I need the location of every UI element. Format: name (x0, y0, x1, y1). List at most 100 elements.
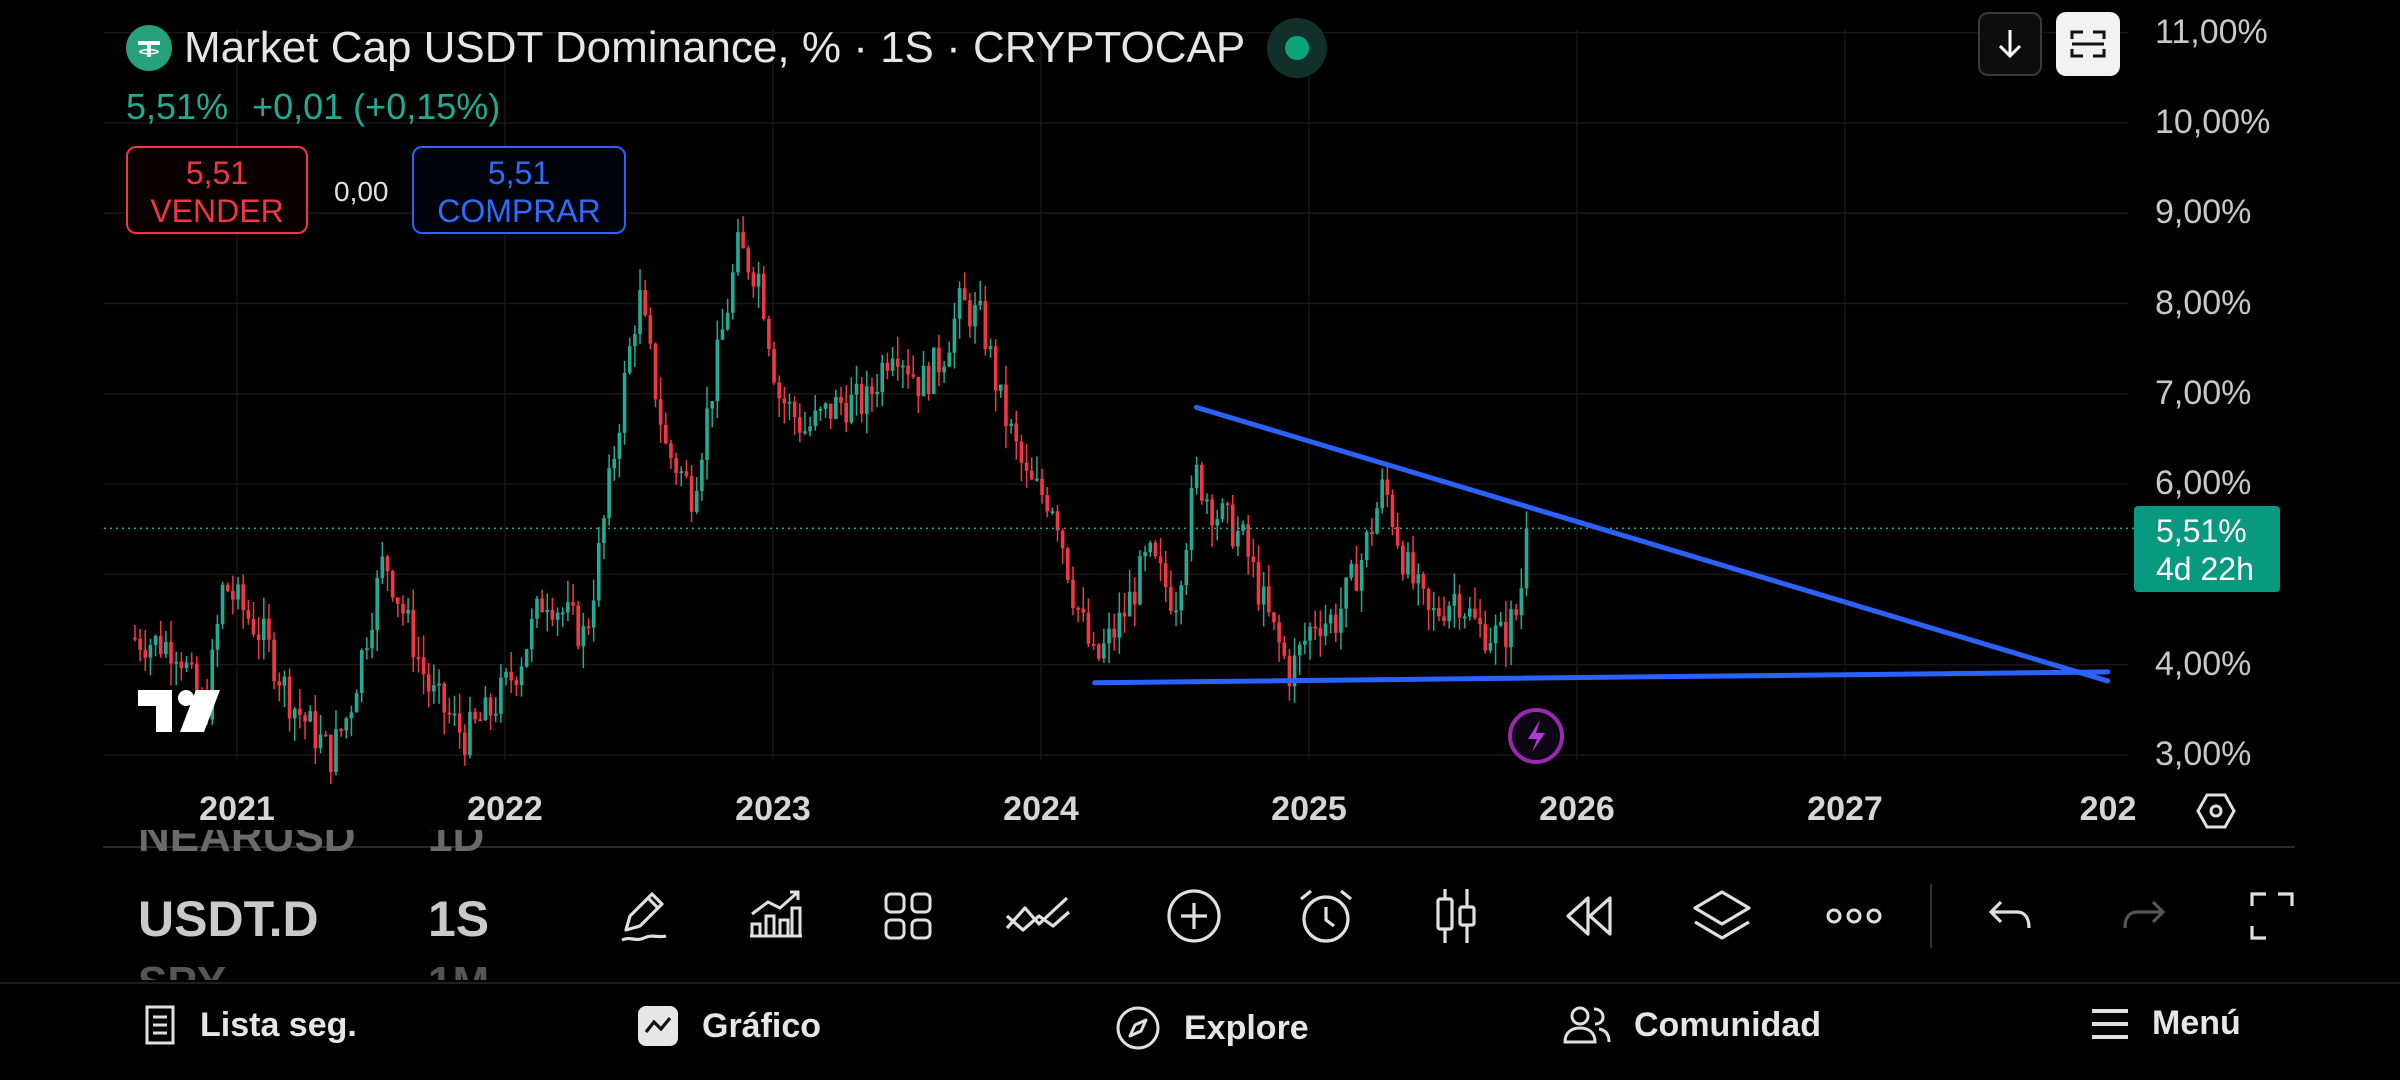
candle (524, 648, 529, 668)
layers-icon (1693, 890, 1751, 940)
candle (1462, 613, 1467, 629)
candle (1246, 514, 1250, 575)
candle (1060, 528, 1065, 564)
candle (463, 724, 467, 766)
sell-button[interactable]: 5,51 VENDER (126, 146, 308, 234)
trendline[interactable] (1092, 669, 2111, 686)
price-axis-label: 8,00% (2155, 283, 2252, 322)
compass-icon (1114, 1004, 1162, 1052)
candle (844, 385, 848, 433)
nav-explore[interactable]: Explore (1114, 1004, 1309, 1052)
nav-community[interactable]: Comunidad (1562, 1004, 1821, 1046)
candle (725, 298, 730, 331)
time-axis-label: 2027 (1807, 790, 1883, 828)
candle (370, 612, 374, 659)
symbol-prev[interactable]: NEARUSD 1D (138, 830, 484, 862)
candle (566, 580, 570, 622)
nav-chart[interactable]: Gráfico (636, 1004, 821, 1048)
candle (1401, 540, 1405, 581)
alarm-clock-icon (1300, 889, 1352, 943)
candle (318, 714, 323, 754)
add-button[interactable] (1158, 880, 1230, 952)
candle (916, 376, 921, 414)
candle (787, 393, 792, 421)
candle (478, 712, 483, 722)
indicators-button[interactable] (738, 880, 810, 952)
symbol-picker[interactable]: NEARUSD 1D USDT.D 1S SPY 1M (138, 830, 538, 980)
chart-icon (636, 1004, 680, 1048)
candle (834, 389, 838, 420)
candle (292, 706, 297, 741)
trendline[interactable] (1193, 404, 2111, 684)
time-axis-label: 2023 (735, 790, 811, 828)
last-price: 5,51% (126, 86, 229, 127)
chart-type-button[interactable] (1420, 880, 1492, 952)
redo-button[interactable] (2108, 880, 2180, 952)
candle (633, 325, 637, 368)
candle (380, 542, 385, 584)
candle (1045, 486, 1049, 518)
candle (313, 695, 318, 764)
symbol-next[interactable]: SPY 1M (138, 958, 489, 980)
templates-button[interactable] (872, 880, 944, 952)
candle (540, 589, 544, 613)
download-button[interactable] (1978, 12, 2042, 76)
add-icon (1167, 889, 1221, 943)
candle (1143, 545, 1147, 572)
alert-button[interactable] (1290, 880, 1362, 952)
candle (937, 334, 941, 387)
toolbar-separator (1930, 884, 1932, 948)
candle (1158, 538, 1163, 582)
more-button[interactable] (1818, 880, 1890, 952)
candle (236, 577, 240, 610)
candle (777, 375, 781, 417)
chart-settings-button[interactable] (2196, 792, 2236, 835)
candle (983, 285, 988, 356)
price-axis-label: 7,00% (2155, 373, 2252, 412)
time-axis-label: 2021 (199, 790, 275, 828)
candle (447, 697, 452, 724)
nav-menu[interactable]: Menú (2090, 1004, 2241, 1043)
lightning-icon[interactable] (1508, 708, 1564, 764)
candle (571, 584, 575, 615)
draw-button[interactable] (608, 880, 680, 952)
status-dot-icon (1285, 36, 1310, 60)
time-axis-label: 202 (2079, 790, 2137, 828)
candle (499, 664, 503, 723)
candle (375, 570, 379, 651)
candle (1478, 599, 1482, 638)
undo-button[interactable] (1974, 880, 2046, 952)
candle (705, 386, 709, 480)
candles (133, 216, 1529, 785)
candle (1236, 516, 1240, 557)
market-status-indicator[interactable] (1267, 18, 1328, 78)
symbol-title[interactable]: Market Cap USDT Dominance, % · 1S · CRYP… (184, 23, 1246, 72)
price-chart[interactable] (0, 0, 2400, 846)
candle (1344, 576, 1348, 628)
candle (767, 315, 771, 357)
candle (344, 716, 349, 739)
candle (483, 685, 488, 721)
nav-watchlist[interactable]: Lista seg. (142, 1004, 357, 1046)
candle (1029, 457, 1034, 481)
candle (401, 595, 405, 626)
fullscreen-toggle-button[interactable] (2056, 12, 2120, 76)
symbol-current[interactable]: USDT.D 1S (138, 890, 489, 948)
redo-icon (2123, 900, 2166, 929)
candle (406, 597, 410, 624)
expand-button[interactable] (2236, 880, 2308, 952)
symbol-header[interactable]: Market Cap USDT Dominance, % · 1S · CRYP… (126, 18, 1328, 78)
candle (426, 663, 431, 708)
layers-button[interactable] (1686, 880, 1758, 952)
candle (267, 604, 271, 653)
candle (849, 377, 854, 425)
hamburger-icon (2090, 1007, 2130, 1041)
candle (457, 693, 462, 749)
candle (1009, 418, 1013, 434)
compare-button[interactable] (1002, 880, 1074, 952)
replay-button[interactable] (1552, 880, 1624, 952)
candle (411, 589, 416, 673)
candle (1225, 501, 1230, 524)
buy-button[interactable]: 5,51 COMPRAR (412, 146, 626, 234)
trendlines[interactable] (1092, 404, 2111, 686)
